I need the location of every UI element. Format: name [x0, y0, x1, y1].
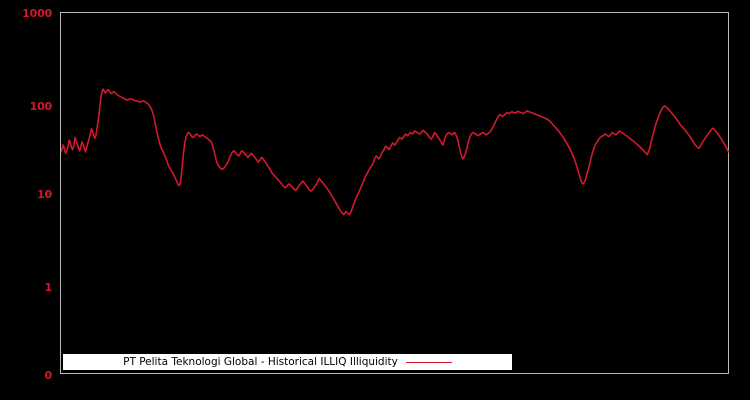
y-axis-tick-1000: 1000: [22, 7, 52, 20]
legend-line-swatch: [405, 361, 452, 363]
illiq-line-series: [61, 88, 729, 216]
chart-legend: PT Pelita Teknologi Global - Historical …: [63, 354, 512, 370]
y-axis-tick-0: 0: [44, 369, 53, 382]
y-axis-tick-1: 1: [44, 281, 53, 294]
legend-label: PT Pelita Teknologi Global - Historical …: [123, 356, 398, 368]
y-axis-tick-100: 100: [29, 100, 53, 113]
y-axis-tick-10: 10: [37, 188, 52, 201]
plot-frame: [60, 12, 729, 374]
